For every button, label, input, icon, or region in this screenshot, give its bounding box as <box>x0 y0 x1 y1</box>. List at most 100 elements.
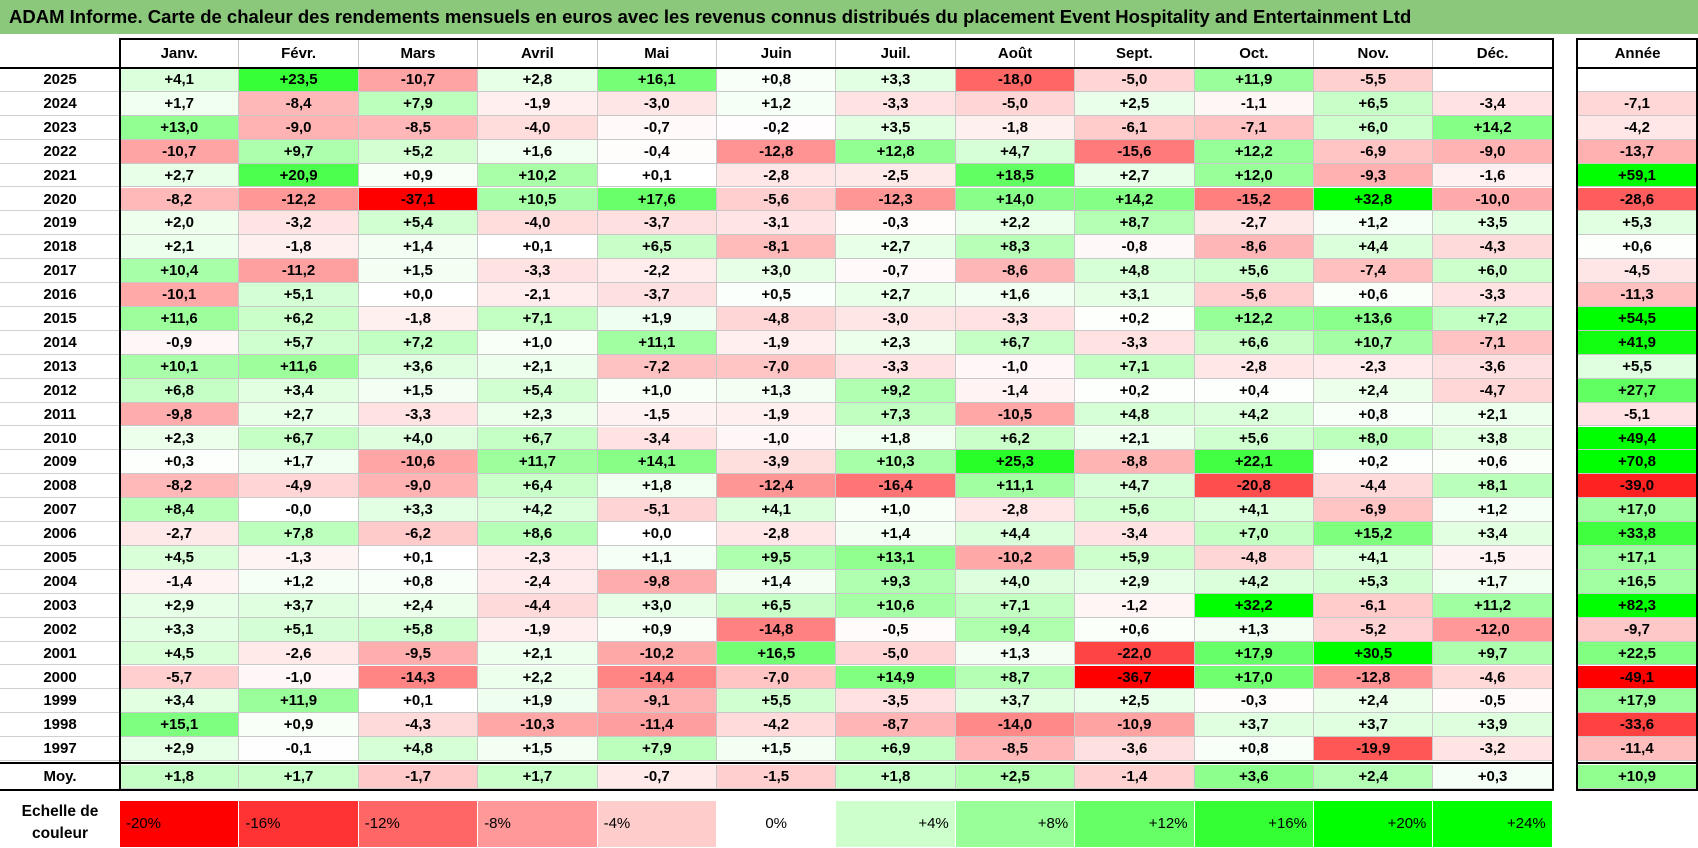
heatmap-cell: +0,0 <box>358 283 479 307</box>
heatmap-cell: +7,1 <box>1075 354 1195 379</box>
heatmap-cell: -0,5 <box>836 617 956 642</box>
month-header: Janv. <box>120 40 240 68</box>
heatmap-cell: +2,4 <box>1314 689 1434 714</box>
heatmap-cell: +0,6 <box>1075 617 1195 642</box>
month-header: Févr. <box>239 40 359 68</box>
heatmap-cell: -3,3 <box>836 354 956 379</box>
heatmap-cell: -9,0 <box>358 474 479 499</box>
heatmap-cell: -3,4 <box>1433 91 1553 116</box>
heatmap-cell: +1,7 <box>239 450 359 475</box>
scale-label-line2: couleur <box>32 825 88 842</box>
year-label: 2004 <box>0 569 120 594</box>
heatmap-cell: +1,8 <box>597 474 717 499</box>
year-label: 2017 <box>0 259 120 284</box>
heatmap-cell: -8,2 <box>120 474 240 499</box>
heatmap-cell: -9,1 <box>597 689 717 714</box>
heatmap-cell: -2,1 <box>478 283 598 307</box>
heatmap-cell: +4,2 <box>478 498 598 523</box>
heatmap-cell: +2,1 <box>1075 426 1195 451</box>
heatmap-cell: +14,2 <box>1075 187 1195 212</box>
heatmap-cell: +3,8 <box>1433 426 1553 451</box>
heatmap-cell: +3,0 <box>717 259 837 284</box>
annual-cell: +16,5 <box>1577 569 1698 594</box>
year-label: 2025 <box>0 68 120 92</box>
heatmap-cell: -9,8 <box>597 569 717 594</box>
heatmap-cell: +2,7 <box>239 402 359 427</box>
annual-cell: +54,5 <box>1577 307 1698 331</box>
annual-cell: +5,3 <box>1577 211 1698 236</box>
heatmap-cell: -4,8 <box>717 307 837 331</box>
heatmap-cell: +1,2 <box>717 91 837 116</box>
heatmap-cell: -5,2 <box>1314 617 1434 642</box>
heatmap-cell: -14,8 <box>717 617 837 642</box>
heatmap-cell: +5,1 <box>239 283 359 307</box>
annual-cell: +59,1 <box>1577 163 1698 188</box>
heatmap-cell: +1,0 <box>836 498 956 523</box>
heatmap-cell: -3,7 <box>597 211 717 236</box>
heatmap-cell: +0,1 <box>358 546 479 570</box>
heatmap-cell: +9,5 <box>717 546 837 570</box>
annual-cell: +17,0 <box>1577 498 1698 523</box>
scale-swatch: +8% <box>955 801 1076 847</box>
year-label: 2008 <box>0 474 120 499</box>
heatmap-cell: -1,0 <box>717 426 837 451</box>
heatmap-cell: +2,3 <box>478 402 598 427</box>
heatmap-cell: -5,0 <box>955 91 1076 116</box>
heatmap-cell: -5,0 <box>1075 68 1195 92</box>
heatmap-cell: -1,8 <box>239 235 359 260</box>
heatmap-cell: +0,2 <box>1314 450 1434 475</box>
heatmap-cell: -1,4 <box>120 569 240 594</box>
heatmap-cell: -3,2 <box>239 211 359 236</box>
heatmap-cell: -2,7 <box>120 522 240 546</box>
annual-cell: +0,6 <box>1577 235 1698 260</box>
year-label: 2005 <box>0 546 120 570</box>
heatmap-cell: -2,3 <box>1314 354 1434 379</box>
heatmap-cell: +2,7 <box>836 283 956 307</box>
annual-cell: -11,3 <box>1577 283 1698 307</box>
heatmap-cell: -0,7 <box>836 259 956 284</box>
average-cell: +3,6 <box>1194 765 1314 790</box>
heatmap-cell: -20,8 <box>1194 474 1314 499</box>
heatmap-cell: -10,3 <box>478 713 598 738</box>
heatmap-cell: +5,5 <box>717 689 837 714</box>
heatmap-cell: -2,4 <box>478 569 598 594</box>
heatmap-cell: -0,3 <box>1194 689 1314 714</box>
heatmap-cell: -10,2 <box>597 641 717 666</box>
heatmap-cell: +14,2 <box>1433 115 1553 140</box>
heatmap-cell: -14,0 <box>955 713 1076 738</box>
heatmap-cell: +0,2 <box>1075 307 1195 331</box>
heatmap-cell: -1,0 <box>955 354 1076 379</box>
heatmap-cell: +14,0 <box>955 187 1076 212</box>
heatmap-cell: +12,2 <box>1194 139 1314 164</box>
heatmap-cell: -1,9 <box>717 330 837 355</box>
heatmap-cell: +12,0 <box>1194 163 1314 188</box>
year-label: 2024 <box>0 91 120 116</box>
heatmap-cell: -6,9 <box>1314 498 1434 523</box>
heatmap-cell: -2,8 <box>717 522 837 546</box>
heatmap-cell: -3,0 <box>597 91 717 116</box>
heatmap-cell: -8,5 <box>358 115 479 140</box>
heatmap-cell: +3,3 <box>358 498 479 523</box>
annual-cell: +41,9 <box>1577 330 1698 355</box>
heatmap-cell: +4,7 <box>955 139 1076 164</box>
heatmap-cell: +3,4 <box>1433 522 1553 546</box>
heatmap-cell: +6,7 <box>478 426 598 451</box>
annual-cell: -5,1 <box>1577 402 1698 427</box>
heatmap-cell: +10,1 <box>120 354 240 379</box>
heatmap-cell: -8,7 <box>836 713 956 738</box>
heatmap-cell: -3,4 <box>597 426 717 451</box>
heatmap-cell: -3,3 <box>1433 283 1553 307</box>
heatmap-cell: -10,5 <box>955 402 1076 427</box>
heatmap-cell: +7,0 <box>1194 522 1314 546</box>
heatmap-cell: +11,1 <box>955 474 1076 499</box>
heatmap-cell: +4,5 <box>120 641 240 666</box>
heatmap-cell: -1,8 <box>358 307 479 331</box>
scale-label-line1: Echelle de <box>21 803 99 820</box>
heatmap-cell: -2,2 <box>597 259 717 284</box>
heatmap-cell: +6,5 <box>1314 91 1434 116</box>
annual-cell <box>1577 68 1698 92</box>
heatmap-cell: -2,7 <box>1194 211 1314 236</box>
heatmap-cell: +7,2 <box>1433 307 1553 331</box>
annual-cell: +33,8 <box>1577 522 1698 546</box>
heatmap-cell: +5,3 <box>1314 569 1434 594</box>
